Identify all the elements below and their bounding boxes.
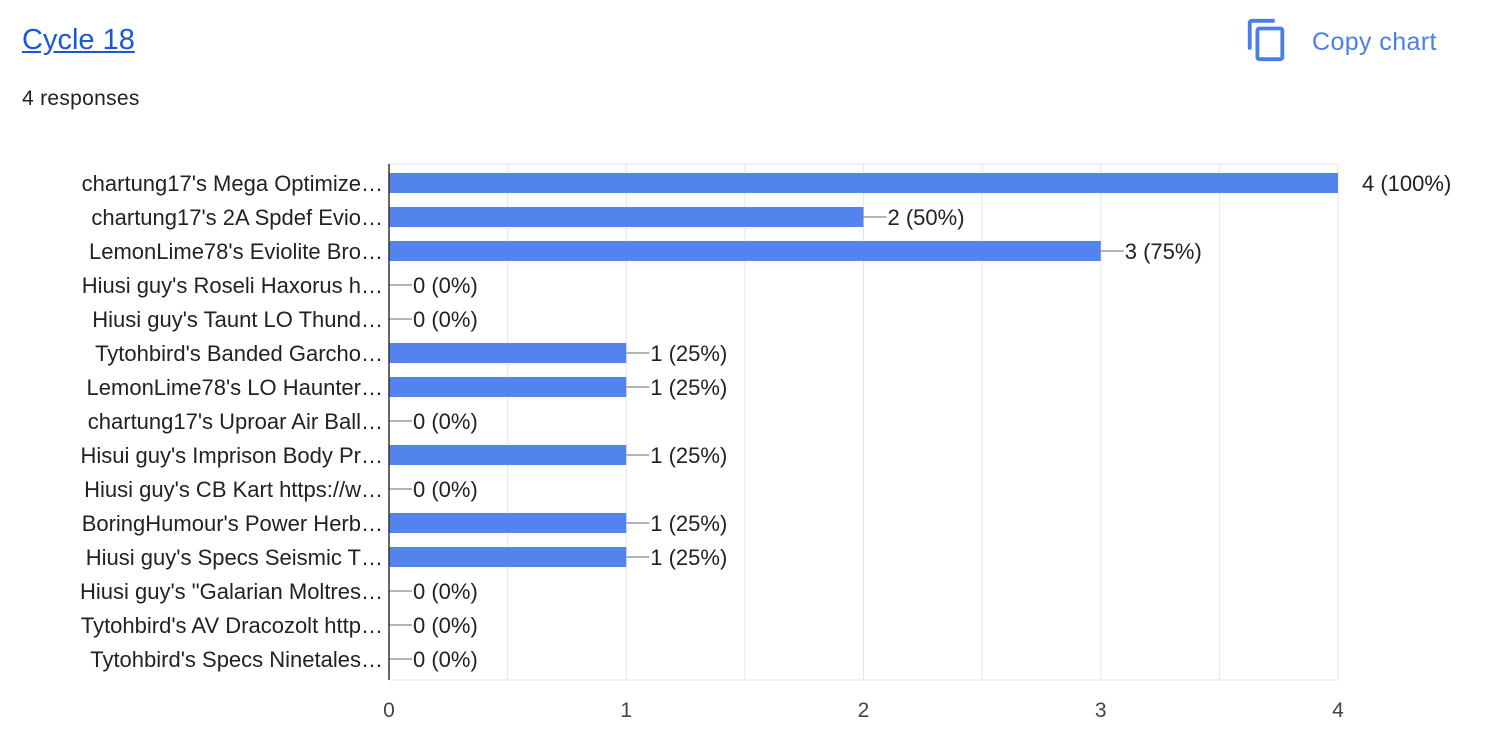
bar (389, 207, 864, 227)
bar (389, 377, 627, 397)
value-label: 0 (0%) (413, 307, 478, 332)
category-label: Hiusi guy's CB Kart https://w… (84, 477, 383, 502)
value-label: 0 (0%) (413, 409, 478, 434)
category-label: LemonLime78's LO Haunter… (87, 375, 383, 400)
category-label: Hiusi guy's "Galarian Moltres… (80, 579, 383, 604)
value-label: 0 (0%) (413, 579, 478, 604)
category-label: chartung17's Mega Optimize… (82, 171, 383, 196)
copy-chart-button[interactable]: Copy chart (1238, 14, 1443, 70)
value-label: 0 (0%) (413, 273, 478, 298)
response-count: 4 responses (22, 87, 140, 110)
category-label: Tytohbird's Banded Garcho… (95, 341, 383, 366)
value-label: 0 (0%) (413, 477, 478, 502)
bar (389, 241, 1101, 261)
value-label: 2 (50%) (888, 205, 965, 230)
bar (389, 547, 627, 567)
value-label: 4 (100%) (1362, 171, 1451, 196)
value-label: 0 (0%) (413, 647, 478, 672)
category-label: Hiusi guy's Taunt LO Thund… (92, 307, 383, 332)
value-label: 1 (25%) (650, 443, 727, 468)
category-label: chartung17's 2A Spdef Evio… (91, 205, 383, 230)
value-label: 1 (25%) (650, 341, 727, 366)
bar (389, 173, 1338, 193)
category-label: Hisui guy's Imprison Body Pr… (80, 443, 383, 468)
category-label: chartung17's Uproar Air Ball… (88, 409, 383, 434)
value-label: 0 (0%) (413, 613, 478, 638)
x-tick-label: 3 (1095, 699, 1107, 722)
value-label: 1 (25%) (650, 511, 727, 536)
value-label: 1 (25%) (650, 375, 727, 400)
x-tick-label: 4 (1332, 699, 1344, 722)
copy-icon (1244, 17, 1290, 68)
value-label: 3 (75%) (1125, 239, 1202, 264)
copy-chart-label: Copy chart (1312, 27, 1437, 56)
bar (389, 343, 627, 363)
category-label: Hiusi guy's Roseli Haxorus h… (82, 273, 383, 298)
bar (389, 445, 627, 465)
category-label: Hiusi guy's Specs Seismic T… (86, 545, 383, 570)
x-tick-label: 1 (620, 699, 632, 722)
question-title[interactable]: Cycle 18 (22, 24, 135, 56)
value-label: 1 (25%) (650, 545, 727, 570)
bar (389, 513, 627, 533)
x-tick-label: 2 (858, 699, 870, 722)
x-tick-label: 0 (383, 699, 395, 722)
category-label: LemonLime78's Eviolite Bro… (89, 239, 383, 264)
category-label: BoringHumour's Power Herb… (82, 511, 383, 536)
category-label: Tytohbird's Specs Ninetales… (90, 647, 383, 672)
category-label: Tytohbird's AV Dracozolt http… (81, 613, 383, 638)
